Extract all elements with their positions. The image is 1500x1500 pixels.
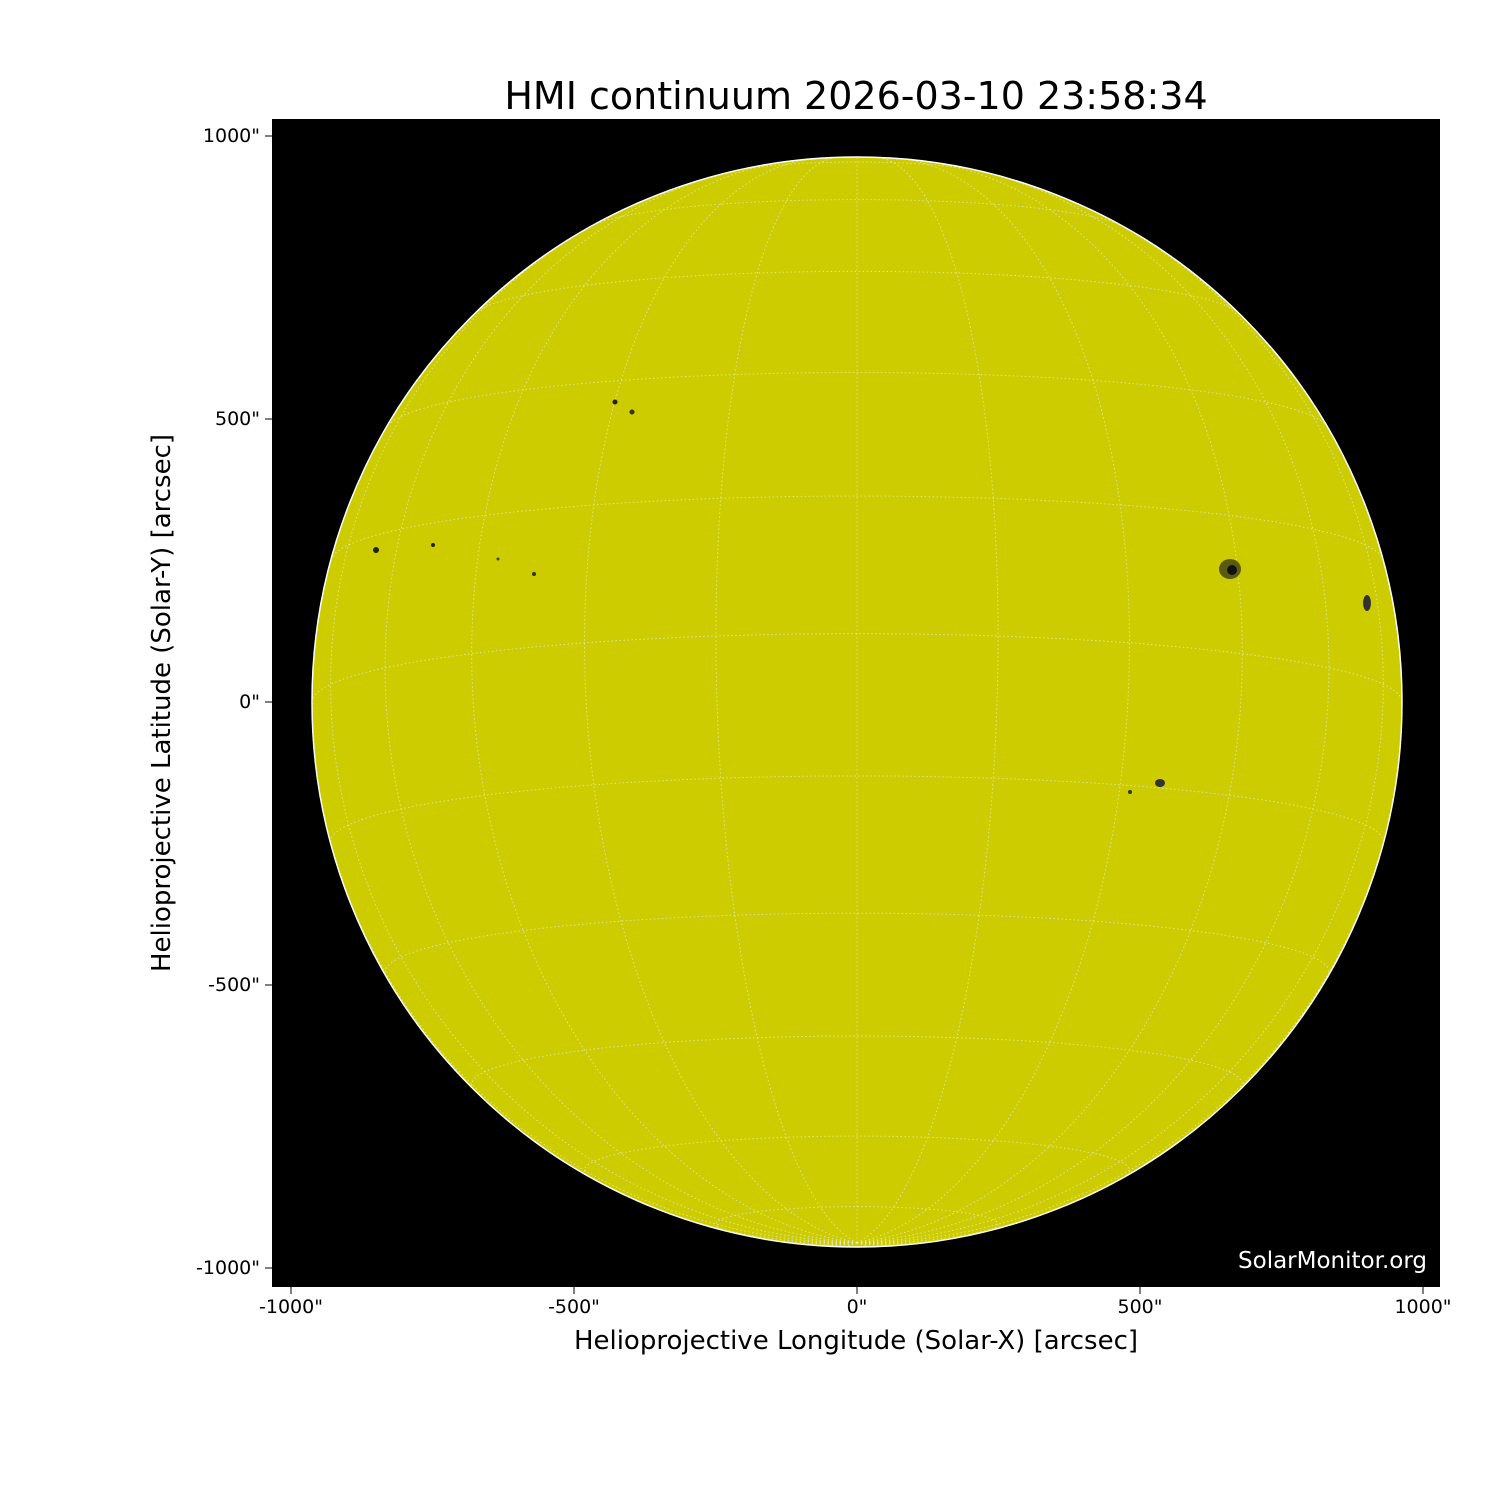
x-tick-label: -1000" [259,1296,323,1318]
grid-line [856,156,999,1244]
grid-line [384,172,858,1244]
sunspot [612,399,618,405]
y-axis-label: Helioprojective Latitude (Solar-Y) [arcs… [147,433,177,973]
x-tick-label: -500" [548,1296,600,1318]
x-tick-label: 0" [846,1296,868,1318]
sunspot [431,543,435,547]
x-tick-label: 1000" [1394,1296,1452,1318]
grid-line [715,156,858,1244]
sunspot [496,557,500,561]
heliographic-grid [311,156,1403,1248]
plot-title: HMI continuum 2026-03-10 23:58:34 [504,74,1208,118]
grid-line [842,1242,858,1248]
grid-line [856,172,1330,1244]
grid-line [471,162,858,1244]
y-tick-label: 1000" [202,125,260,147]
y-tick-label: 500" [214,408,260,430]
sunspot [1227,565,1237,575]
grid-line [583,1135,1131,1178]
grid-line [856,215,1384,1244]
sunspot [1128,790,1132,794]
grid-line [330,495,1384,560]
sunspots [373,399,1371,794]
grid-line [387,372,1327,426]
grid-line [330,215,858,1244]
grid-line [384,912,1330,977]
grid-line [856,1242,872,1248]
y-tick-label: -500" [208,974,260,996]
x-tick-label: 500" [1117,1296,1163,1318]
sunspot [629,409,635,415]
grid-line [471,1035,1243,1090]
axis-ticks [265,135,1424,1294]
sunspot [532,572,536,576]
sunspot [1155,779,1165,787]
y-tick-label: -1000" [196,1257,260,1279]
x-axis-label: Helioprojective Longitude (Solar-X) [arc… [573,1326,1139,1356]
y-tick-label: 0" [239,691,260,713]
sunspot [1363,595,1371,611]
sunspot [373,547,379,553]
watermark: SolarMonitor.org [1238,1248,1427,1274]
grid-line [856,162,1243,1244]
